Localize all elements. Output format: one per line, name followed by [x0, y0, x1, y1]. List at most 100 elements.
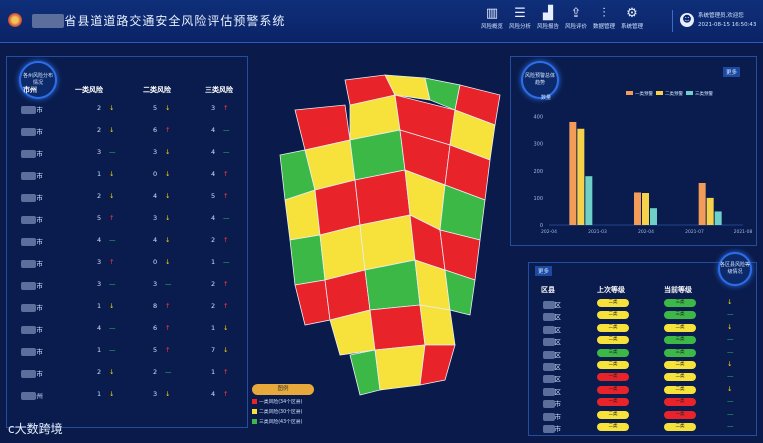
city-row[interactable]: xxxx市1↓0↓4↑	[7, 165, 247, 185]
risk3-count: 1	[211, 324, 216, 332]
map-region[interactable]	[294, 279, 331, 326]
col-header-risk1: 一类风险	[75, 86, 103, 94]
district-row[interactable]: xxx区二类三类—	[529, 309, 749, 322]
curr-level-badge: 二类	[664, 323, 696, 332]
building-icon: ▥	[485, 6, 499, 21]
risk2-count: 6	[153, 324, 158, 332]
city-row[interactable]: xxxx市1↓8↑2↑	[7, 297, 247, 317]
trend-arrow-icon: ↑	[165, 346, 171, 354]
city-name: 市	[36, 370, 43, 378]
map-region[interactable]	[419, 304, 456, 346]
trend-arrow-icon: ↓	[109, 126, 115, 134]
nav-item-label: 风险概览	[480, 24, 503, 30]
series-legend-label: 二类预警	[665, 90, 683, 97]
nav-item-3[interactable]: ⇪ 风险评价	[562, 6, 590, 30]
city-name: 市	[36, 238, 43, 246]
risk2-count: 0	[153, 170, 158, 178]
bar-1-1	[642, 193, 649, 225]
legend-button[interactable]: 图例	[252, 384, 314, 395]
district-name: 区	[554, 387, 562, 396]
district-row[interactable]: xxx区一类二类—	[529, 371, 749, 384]
city-row[interactable]: xxxx市3↑0↓1—	[7, 253, 247, 273]
user-greeting: 系统管理员,欢迎您	[698, 13, 744, 19]
risk1-count: 4	[97, 236, 102, 244]
risk1-count: 3	[97, 148, 102, 156]
trend-arrow-icon: ↑	[223, 170, 229, 178]
city-row[interactable]: xxxx市4—4↓2↑	[7, 231, 247, 251]
trend-arrow-icon: —	[223, 258, 230, 266]
district-row[interactable]: xxx区二类二类↓	[529, 359, 749, 371]
district-row[interactable]: xxx区三类三类—	[529, 347, 749, 359]
district-name: 市	[554, 425, 562, 433]
trend-arrow-icon: —	[109, 324, 116, 332]
province-risk-map[interactable]	[275, 70, 515, 410]
trend-arrow-icon: —	[223, 214, 230, 222]
city-name: 市	[36, 194, 43, 202]
legend-swatch	[626, 91, 633, 95]
map-region[interactable]	[444, 269, 476, 316]
nav-item-4[interactable]: ⫶ 数据管理	[590, 6, 618, 30]
prev-level-badge: 二类	[597, 410, 629, 419]
district-row[interactable]: xxx区二类三类↓	[529, 297, 749, 309]
prev-level-badge: 一类	[597, 385, 629, 394]
map-region[interactable]	[419, 344, 456, 386]
legend-item: 二类风险(30个区县)	[252, 408, 322, 415]
nav-item-label: 风险分析	[508, 24, 531, 30]
curr-level-badge: 二类	[664, 361, 696, 369]
trend-arrow-icon: ↓	[727, 322, 733, 331]
map-region[interactable]	[374, 344, 426, 391]
bar-0-2	[698, 182, 706, 225]
curr-level-badge: 二类	[664, 385, 696, 394]
city-row[interactable]: xxxx市2↓5↓3↑	[7, 99, 247, 119]
nav-item-2[interactable]: ▟ 风险报告	[534, 6, 562, 30]
nav-item-0[interactable]: ▥ 风险概览	[478, 6, 506, 30]
district-name: 区	[554, 350, 562, 359]
city-row[interactable]: xxxx市5↑3↓4—	[7, 209, 247, 229]
nav-item-1[interactable]: ☰ 风险分析	[506, 6, 534, 30]
trend-arrow-icon: —	[727, 335, 734, 344]
col-header-risk3: 三类风险	[205, 86, 233, 94]
district-row[interactable]: xxx市一类一类—	[529, 396, 749, 409]
city-row[interactable]: xxxx州1↓3↓4↑	[7, 385, 247, 405]
district-row[interactable]: xxx区二类二类↓	[529, 322, 749, 334]
user-avatar-icon[interactable]: ☻	[680, 13, 694, 27]
city-row[interactable]: xxxx市2↓6↑4—	[7, 121, 247, 141]
bar-0-0	[569, 121, 577, 225]
legend-item: 三类风险(43个区县)	[252, 418, 322, 425]
risk2-count: 5	[153, 346, 158, 354]
district-row[interactable]: xxx市二类一类—	[529, 409, 749, 421]
trend-arrow-icon: ↑	[165, 126, 171, 134]
map-region[interactable]	[369, 304, 426, 351]
district-row[interactable]: xxx市二类二类—	[529, 421, 749, 433]
city-row[interactable]: xxxx市2↓4↓5↑	[7, 187, 247, 207]
risk1-count: 5	[97, 214, 102, 222]
prev-level-badge: 二类	[597, 361, 629, 369]
map-region[interactable]	[289, 234, 326, 286]
x-tick-label: 202-04	[541, 229, 557, 235]
trend-arrow-icon: —	[165, 368, 172, 376]
city-row[interactable]: xxxx市1—5↑7↓	[7, 341, 247, 361]
city-row[interactable]: xxxx市2↓2—1↑	[7, 363, 247, 383]
district-row[interactable]: xxx区二类三类—	[529, 334, 749, 347]
district-name: 区	[554, 338, 562, 347]
y-tick-label: 200	[533, 169, 543, 175]
risk3-count: 2	[211, 280, 216, 288]
district-name: 区	[554, 325, 562, 334]
gear-icon: ⚙	[626, 6, 638, 21]
trend-arrow-icon: ↓	[165, 258, 171, 266]
district-row[interactable]: xxx区一类二类↓	[529, 384, 749, 396]
nav-item-5[interactable]: ⚙ 系统管理	[618, 6, 646, 30]
trend-arrow-icon: —	[727, 422, 734, 430]
chart-more-button[interactable]: 更多	[723, 67, 741, 77]
city-row[interactable]: xxxx市3—3↓4—	[7, 143, 247, 163]
risk2-count: 4	[153, 192, 158, 200]
list-more-button[interactable]: 更多	[535, 266, 553, 276]
risk1-count: 4	[97, 324, 102, 332]
prev-level-badge: 一类	[597, 373, 629, 382]
trend-arrow-icon: ↑	[223, 302, 229, 310]
city-row[interactable]: xxxx市3—3—2↑	[7, 275, 247, 295]
city-row[interactable]: xxxx市4—6↑1↓	[7, 319, 247, 339]
risk2-count: 3	[153, 148, 158, 156]
city-name: 市	[36, 150, 43, 158]
city-name: 市	[36, 260, 43, 268]
